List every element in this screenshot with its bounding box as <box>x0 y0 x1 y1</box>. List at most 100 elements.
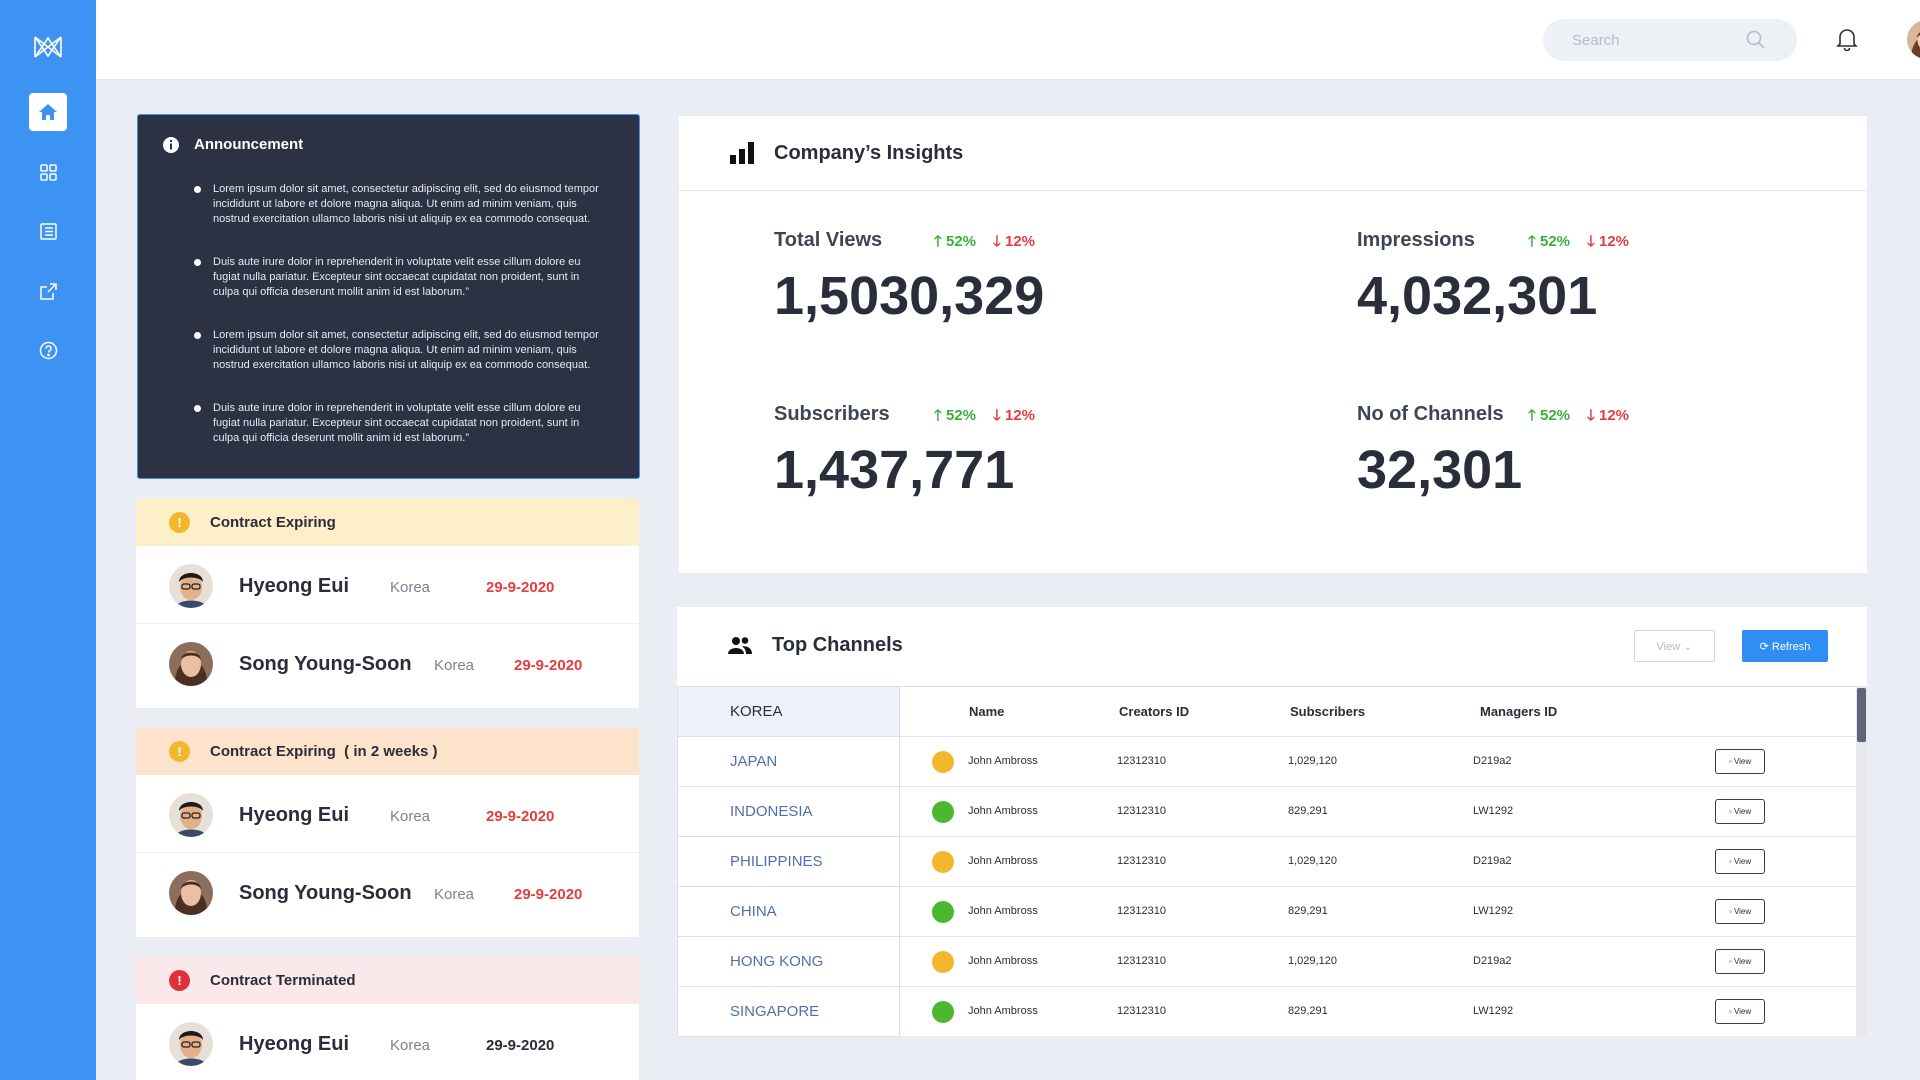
refresh-label: Refresh <box>1771 640 1811 653</box>
contract-row[interactable]: Hyeong Eui Korea 29-9-2020 <box>136 775 639 853</box>
user-avatar[interactable] <box>1907 20 1920 59</box>
person-country: Korea <box>390 1037 431 1054</box>
refresh-button[interactable]: ⟳ Refresh <box>1742 630 1828 662</box>
trend-up: 🡑 52% <box>934 231 976 256</box>
manager-id: LW1292 <box>1473 1005 1514 1017</box>
announcement-item: Duis aute irure dolor in reprehenderit i… <box>194 255 604 300</box>
person-country: Korea <box>434 657 475 674</box>
country-tab-china[interactable]: CHINA <box>678 887 899 937</box>
nav-external[interactable] <box>29 272 67 310</box>
metric-up-value: 52% <box>1539 233 1571 250</box>
table-row[interactable]: John Ambross 12312310 829,291 LW1292 ◦ View <box>900 887 1864 937</box>
view-dropdown[interactable]: View ⌄ <box>1634 630 1715 662</box>
metric-down-value: 12% <box>1004 233 1036 250</box>
search-icon[interactable] <box>1746 30 1766 50</box>
trend-up: 🡑 52% <box>1528 231 1570 256</box>
arrow-up-icon: 🡑 <box>1528 233 1536 250</box>
view-row-label: View <box>1733 857 1752 866</box>
brand-logo[interactable] <box>33 34 63 60</box>
contract-terminated-panel: ! Contract Terminated Hyeong Eui Korea 2… <box>136 957 639 1080</box>
arrow-up-icon: 🡑 <box>934 233 942 250</box>
nav-home[interactable] <box>29 93 67 131</box>
nav-dashboard[interactable] <box>29 153 67 191</box>
metric-up-value: 52% <box>945 233 977 250</box>
status-dot <box>932 1001 954 1023</box>
contract-expiring-panel: ! Contract Expiring Hyeong Eui Korea 29-… <box>136 499 639 708</box>
search-box <box>1543 19 1797 61</box>
bell-icon[interactable] <box>1836 27 1858 51</box>
announcement-list: Lorem ipsum dolor sit amet, consectetur … <box>194 182 604 474</box>
manager-id: D219a2 <box>1473 955 1512 967</box>
search-input[interactable] <box>1543 19 1743 61</box>
country-tab-korea[interactable]: KOREA <box>678 687 899 737</box>
grid-icon <box>39 163 57 181</box>
table-row[interactable]: John Ambross 12312310 1,029,120 D219a2 ◦ Vie… <box>900 937 1864 987</box>
metric-down-value: 12% <box>1598 407 1630 424</box>
metric-label: No of Channels <box>1357 403 1504 425</box>
table-scrollbar[interactable] <box>1856 686 1867 1036</box>
nav-reports[interactable] <box>29 212 67 250</box>
announcement-panel: Announcement Lorem ipsum dolor sit amet,… <box>137 114 640 479</box>
subscriber-count: 1,029,120 <box>1288 855 1337 867</box>
column-header-name: Name <box>969 704 1005 719</box>
insights-header: Company’s Insights <box>679 116 1867 191</box>
view-row-button[interactable]: ◦ View <box>1715 799 1765 824</box>
arrow-up-icon: 🡑 <box>934 407 942 424</box>
external-link-icon <box>39 282 57 300</box>
metric-up-value: 52% <box>945 407 977 424</box>
table-row[interactable]: John Ambross 12312310 1,029,120 D219a2 ◦ Vie… <box>900 737 1864 787</box>
company-insights-panel: Company’s Insights Total Views 🡑 52% 🡓 1… <box>679 116 1867 573</box>
contract-row[interactable]: Hyeong Eui Korea 29-9-2020 <box>136 1004 639 1080</box>
person-name: Hyeong Eui <box>239 1033 350 1055</box>
person-country: Korea <box>390 579 431 596</box>
home-icon <box>39 104 57 120</box>
view-row-button[interactable]: ◦ View <box>1715 849 1765 874</box>
subscriber-count: 829,291 <box>1288 1005 1328 1017</box>
top-bar <box>96 0 1920 80</box>
view-row-button[interactable]: ◦ View <box>1715 999 1765 1024</box>
contract-date: 29-9-2020 <box>514 657 583 674</box>
channel-name: John Ambross <box>968 955 1038 967</box>
country-tab-japan[interactable]: JAPAN <box>678 737 899 787</box>
chevron-down-icon: ⌄ <box>1683 640 1693 653</box>
creator-id: 12312310 <box>1117 755 1166 767</box>
table-row[interactable]: John Ambross 12312310 1,029,120 D219a2 ◦ Vie… <box>900 837 1864 887</box>
trend-down: 🡓 12% <box>993 231 1035 256</box>
contract-date: 29-9-2020 <box>514 886 583 903</box>
country-tab-hong-kong[interactable]: HONG KONG <box>678 937 899 987</box>
column-header-creators-id: Creators ID <box>1119 704 1190 719</box>
contract-title: Contract Terminated <box>210 972 356 989</box>
nav-help[interactable] <box>29 331 67 369</box>
subscriber-count: 1,029,120 <box>1288 955 1337 967</box>
creator-id: 12312310 <box>1117 1005 1166 1017</box>
manager-id: D219a2 <box>1473 755 1512 767</box>
arrow-down-icon: 🡓 <box>993 407 1001 424</box>
view-row-label: View <box>1733 757 1752 766</box>
metric-value: 32,301 <box>1357 440 1523 500</box>
people-icon <box>728 637 752 654</box>
contract-header: ! Contract Expiring ( in 2 weeks ) <box>136 728 639 775</box>
channel-name: John Ambross <box>968 805 1038 817</box>
view-row-button[interactable]: ◦ View <box>1715 749 1765 774</box>
view-row-button[interactable]: ◦ View <box>1715 949 1765 974</box>
country-tab-singapore[interactable]: SINGAPORE <box>678 987 899 1037</box>
country-tab-indonesia[interactable]: INDONESIA <box>678 787 899 837</box>
contract-row[interactable]: Song Young-Soon Korea 29-9-2020 <box>136 624 639 702</box>
table-row[interactable]: John Ambross 12312310 829,291 LW1292 ◦ View <box>900 787 1864 837</box>
scrollbar-thumb[interactable] <box>1857 688 1866 742</box>
contract-row[interactable]: Hyeong Eui Korea 29-9-2020 <box>136 546 639 624</box>
avatar <box>169 793 213 837</box>
contract-title: Contract Expiring <box>210 514 336 531</box>
table-row[interactable]: John Ambross 12312310 829,291 LW1292 ◦ View <box>900 987 1864 1037</box>
channel-name: John Ambross <box>968 855 1038 867</box>
view-row-label: View <box>1733 807 1752 816</box>
view-row-button[interactable]: ◦ View <box>1715 899 1765 924</box>
announcement-item: Lorem ipsum dolor sit amet, consectetur … <box>194 328 604 373</box>
announcement-title: Announcement <box>194 136 304 153</box>
metric-down-value: 12% <box>1598 233 1630 250</box>
view-dropdown-label: View <box>1656 640 1681 653</box>
country-tab-philippines[interactable]: PHILIPPINES <box>678 837 899 887</box>
contract-row[interactable]: Song Young-Soon Korea 29-9-2020 <box>136 853 639 931</box>
view-row-label: View <box>1733 907 1752 916</box>
country-list: KOREA JAPAN INDONESIA PHILIPPINES CHINA … <box>677 686 900 1037</box>
